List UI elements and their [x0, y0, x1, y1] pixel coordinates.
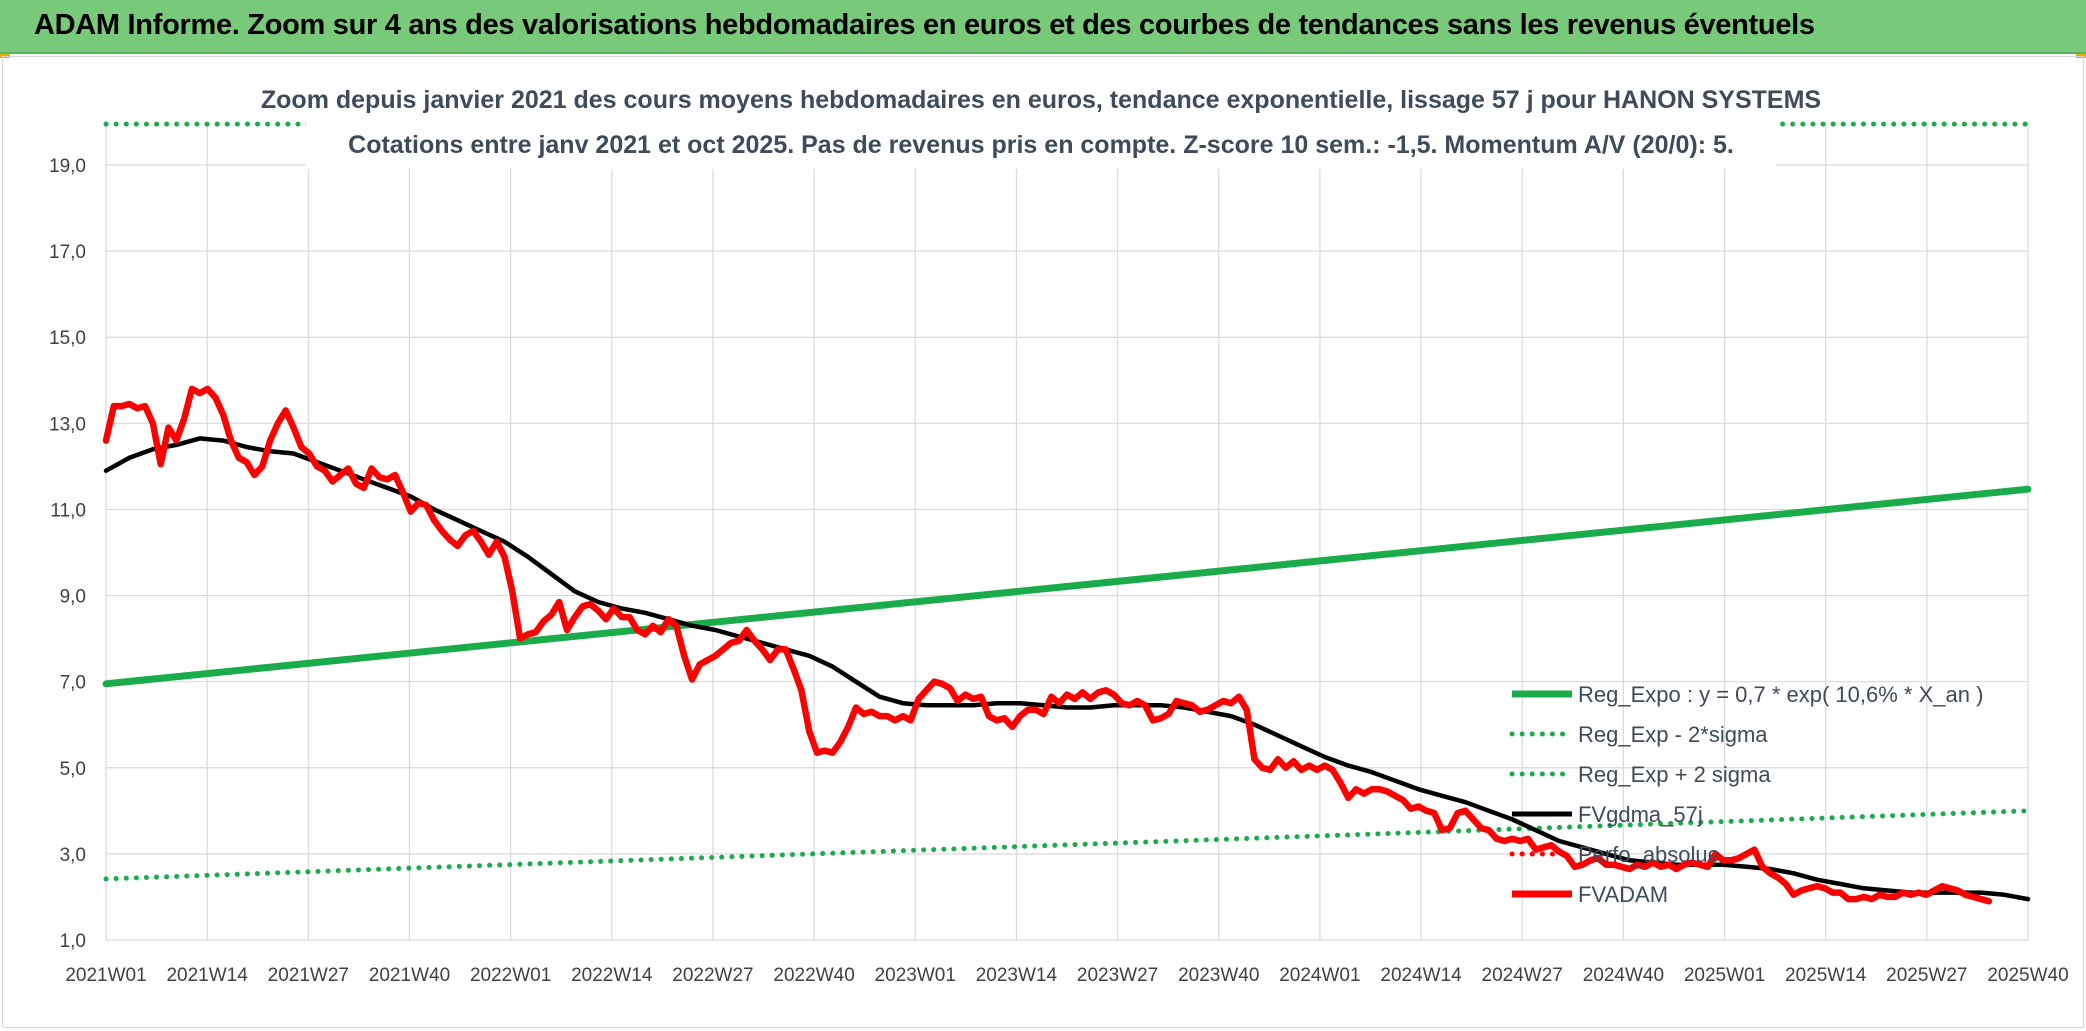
y-tick-label: 11,0 [50, 500, 86, 521]
y-tick-label: 13,0 [49, 414, 86, 435]
x-tick-label: 2023W14 [976, 965, 1058, 986]
chart-title-line-1: Zoom depuis janvier 2021 des cours moyen… [261, 86, 1821, 114]
x-tick-label: 2022W14 [571, 965, 653, 986]
x-tick-label: 2025W01 [1684, 965, 1765, 986]
y-tick-label: 7,0 [60, 673, 86, 694]
x-tick-label: 2021W27 [268, 965, 349, 986]
x-tick-label: 2024W01 [1279, 965, 1360, 986]
legend-label-fvadam: FVADAM [1578, 882, 1668, 907]
y-tick-label: 19,0 [49, 156, 86, 177]
x-tick-label: 2022W40 [773, 965, 854, 986]
series-line-1 [103, 808, 2031, 882]
legend-label-reg-expo: Reg_Expo : y = 0,7 * exp( 10,6% * X_an ) [1578, 682, 1983, 707]
x-tick-label: 2021W14 [166, 965, 248, 986]
chart-frame [2, 56, 2084, 1028]
header-banner: ADAM Informe. Zoom sur 4 ans des valoris… [0, 0, 2086, 54]
banner-title: ADAM Informe. Zoom sur 4 ans des valoris… [34, 9, 1815, 41]
y-tick-label: 5,0 [60, 759, 86, 780]
x-tick-label: 2025W14 [1785, 965, 1867, 986]
x-tick-label: 2024W14 [1380, 965, 1462, 986]
series-line-0 [102, 485, 2032, 688]
x-tick-label: 2024W27 [1482, 965, 1563, 986]
x-tick-label: 2023W27 [1077, 965, 1158, 986]
x-tick-label: 2025W27 [1886, 965, 1967, 986]
x-tick-label: 2024W40 [1583, 965, 1664, 986]
x-tick-label: 2022W01 [470, 965, 551, 986]
series-line-3 [103, 436, 2031, 902]
chart-title-box [306, 79, 1776, 169]
y-tick-label: 1,0 [60, 931, 86, 952]
legend-label-reg-exp-minus: Reg_Exp - 2*sigma [1578, 722, 1768, 747]
x-axis-ticks: 2021W01 2021W14 2021W27 2021W40 2022W01 2022W… [65, 965, 2068, 986]
x-tick-label: 2021W01 [65, 965, 146, 986]
y-tick-label: 9,0 [60, 587, 86, 608]
gridlines [105, 122, 2029, 941]
y-tick-label: 17,0 [49, 242, 86, 263]
x-tick-label: 2023W01 [875, 965, 956, 986]
series-line-5 [102, 385, 1993, 905]
chart-title-line-2: Cotations entre janv 2021 et oct 2025. P… [348, 131, 1734, 159]
y-axis-ticks: 1,0 3,0 5,0 7,0 9,0 11,0 13,0 15,0 17,0 19,0 [49, 156, 86, 952]
legend-label-fvgdma: FVgdma_57j [1578, 802, 1703, 827]
legend-label-reg-exp-plus: Reg_Exp + 2 sigma [1578, 762, 1771, 787]
x-tick-label: 2022W27 [672, 965, 753, 986]
x-tick-label: 2021W40 [369, 965, 450, 986]
legend-label-perfo: Perfo_absolue [1578, 842, 1720, 867]
x-tick-label: 2025W40 [1987, 965, 2068, 986]
x-tick-label: 2023W40 [1178, 965, 1259, 986]
y-tick-label: 15,0 [49, 328, 86, 349]
y-tick-label: 3,0 [60, 845, 86, 866]
legend: Reg_Expo : y = 0,7 * exp( 10,6% * X_an )… [1509, 682, 1983, 907]
